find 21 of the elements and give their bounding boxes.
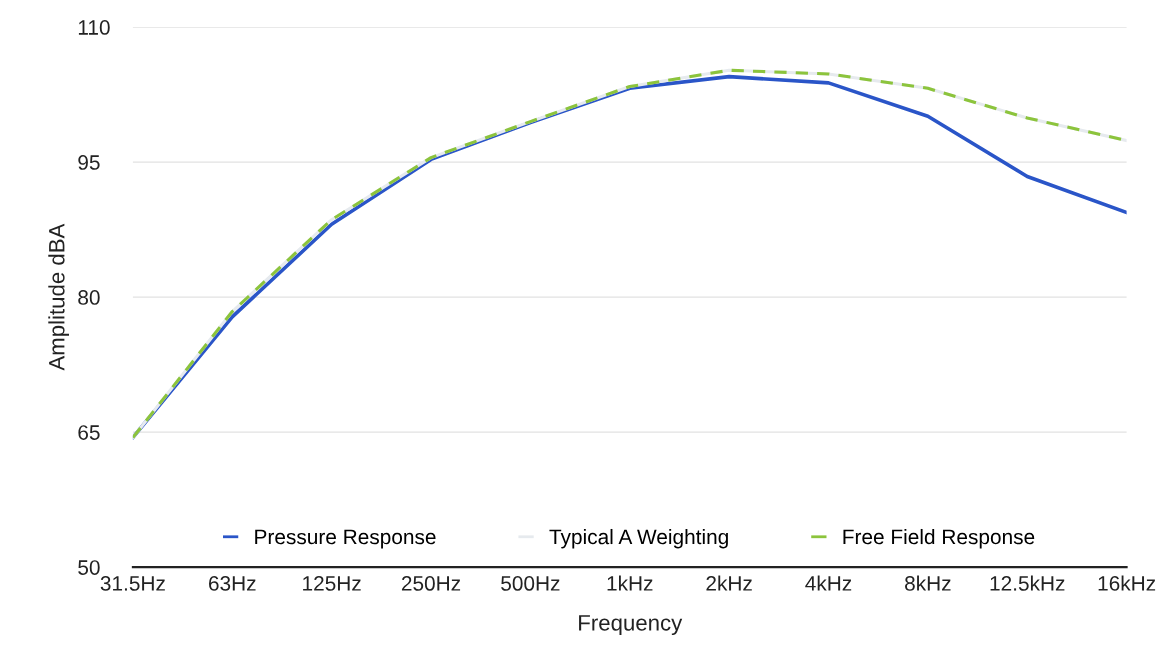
- x-tick-label: 8kHz: [905, 575, 951, 591]
- y-tick-label: 95: [78, 155, 100, 170]
- x-tick-label: 250Hz: [401, 576, 461, 591]
- x-axis-title: Frequency: [579, 615, 683, 636]
- x-tick-label: 1kHz: [607, 575, 653, 591]
- x-tick-label: 63Hz: [209, 576, 256, 591]
- x-tick-label: 125Hz: [303, 576, 361, 591]
- y-tick-label: 110: [78, 20, 110, 35]
- x-tick-label: 4kHz: [805, 575, 852, 591]
- x-tick-label: 12.5kHz: [990, 575, 1065, 591]
- x-tick-label: 2kHz: [706, 575, 752, 591]
- legend-label: Free Field Response: [843, 528, 1035, 549]
- legend-label: Typical A Weighting: [549, 528, 728, 549]
- legend-label: Pressure Response: [255, 529, 436, 549]
- y-axis-title: Amplitude dBA: [48, 223, 69, 371]
- y-tick-label: 65: [78, 425, 100, 440]
- y-tick-label: 80: [78, 290, 100, 305]
- x-tick-label: 31.5Hz: [100, 576, 165, 591]
- x-tick-label: 500Hz: [501, 576, 560, 591]
- y-tick-label: 50: [78, 560, 100, 575]
- x-tick-label: 16kHz: [1098, 575, 1156, 591]
